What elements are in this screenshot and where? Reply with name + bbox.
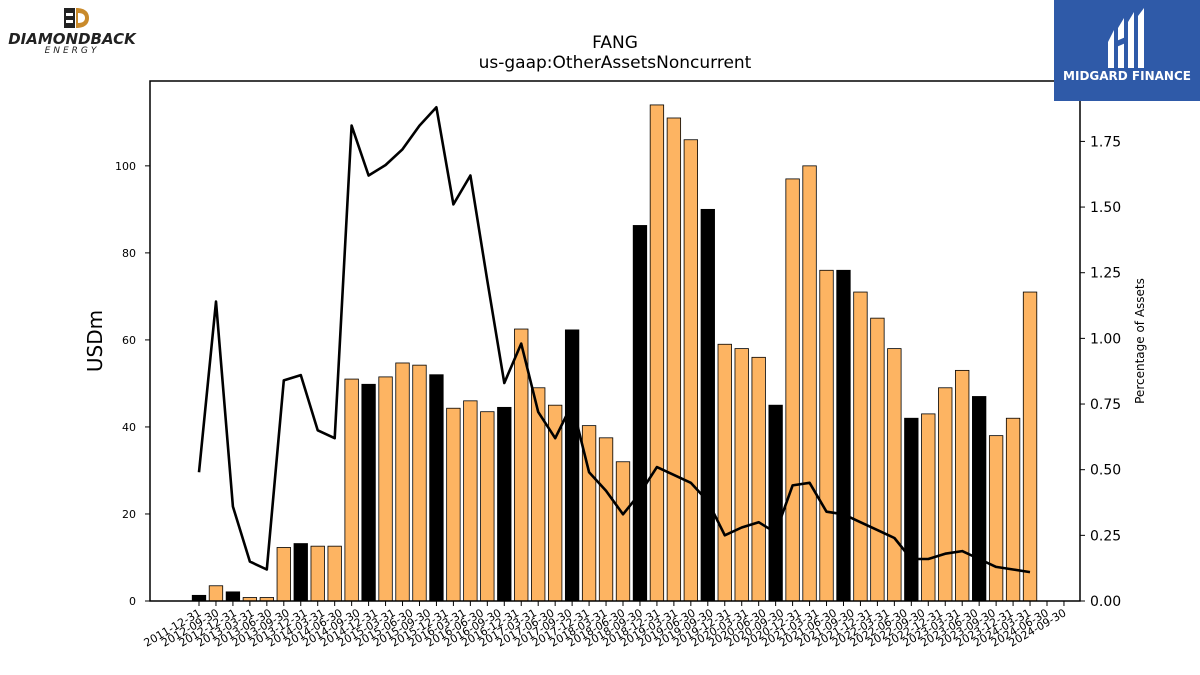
diamondback-logo: DIAMONDBACK ENERGY	[4, 4, 140, 56]
bar	[988, 435, 1004, 602]
bar	[785, 178, 800, 602]
bar	[955, 369, 970, 602]
y-tick-label: 60	[122, 334, 136, 347]
bar	[327, 545, 342, 602]
y-tick-label: 40	[122, 421, 136, 434]
bar	[395, 362, 410, 602]
bar	[853, 291, 868, 602]
bar	[564, 329, 580, 602]
y2-tick-label: 0.50	[1090, 463, 1121, 479]
bar	[683, 139, 698, 602]
bar	[921, 413, 936, 602]
bar	[717, 343, 732, 602]
y-axis-label: USDm	[83, 310, 107, 372]
bar	[1005, 417, 1021, 602]
y2-tick-label: 1.00	[1090, 331, 1121, 347]
bar	[412, 364, 427, 602]
bar	[836, 269, 851, 602]
bar	[598, 437, 614, 602]
y2-tick-label: 1.75	[1090, 134, 1121, 150]
midgard-mark-icon	[1108, 8, 1144, 68]
bar	[700, 208, 715, 602]
bar	[972, 396, 987, 602]
bar	[446, 407, 461, 602]
bar	[361, 383, 376, 602]
y-tick-label: 100	[115, 160, 136, 173]
plot-frame	[149, 80, 1081, 602]
midgard-logo: MIDGARD FINANCE	[1054, 0, 1200, 101]
y2-tick-label: 0.00	[1090, 594, 1121, 610]
bar	[480, 411, 495, 602]
bar	[548, 404, 563, 602]
bar	[293, 543, 308, 602]
bar	[632, 225, 648, 602]
bar	[429, 374, 444, 602]
bar	[378, 376, 393, 602]
bar	[768, 404, 783, 602]
y-axis-right: 0.00 0.25 0.50 0.75 1.00 1.25 1.50 1.75	[1080, 134, 1121, 610]
bar	[310, 545, 325, 602]
chart-subtitle: us-gaap:OtherAssetsNoncurrent	[479, 53, 752, 73]
midgard-wordmark: MIDGARD FINANCE	[1063, 69, 1191, 83]
bar	[463, 400, 478, 602]
bar	[649, 104, 665, 602]
y-tick-label: 80	[122, 247, 136, 260]
bar-group	[191, 104, 1038, 602]
y-tick-label: 20	[122, 508, 136, 521]
percentage-line	[197, 106, 1031, 574]
y2-tick-label: 0.25	[1090, 528, 1121, 544]
bar	[225, 591, 241, 602]
bar	[870, 317, 885, 602]
bar	[1022, 291, 1038, 602]
diamondback-subtext: ENERGY	[44, 46, 100, 56]
x-axis: 2011-12-312012-09-302012-12-312013-03-31…	[142, 601, 1068, 650]
y2-axis-label: Percentage of Assets	[1133, 278, 1147, 404]
bar	[191, 594, 207, 602]
bar	[819, 269, 834, 602]
diamondback-wordmark: DIAMONDBACK	[8, 30, 136, 48]
y-axis-left: 0 20 40 60 80 100	[115, 160, 150, 608]
bar	[904, 417, 919, 602]
bar	[938, 387, 953, 602]
bar	[344, 378, 359, 602]
diamondback-mark-icon	[64, 8, 89, 28]
bar	[514, 328, 529, 602]
bar	[497, 406, 512, 602]
bar	[751, 356, 766, 602]
bar	[615, 461, 631, 602]
bar	[208, 585, 224, 602]
bar	[887, 348, 902, 602]
bar	[666, 117, 682, 602]
y2-tick-label: 1.25	[1090, 266, 1121, 282]
percentage-line-group	[197, 106, 1031, 574]
bar	[734, 348, 749, 602]
y2-tick-label: 0.75	[1090, 397, 1121, 413]
y2-tick-label: 1.50	[1090, 200, 1121, 216]
y-tick-label: 0	[129, 595, 136, 608]
bar	[802, 165, 817, 602]
bar	[276, 547, 291, 602]
chart-title: FANG	[592, 33, 638, 53]
